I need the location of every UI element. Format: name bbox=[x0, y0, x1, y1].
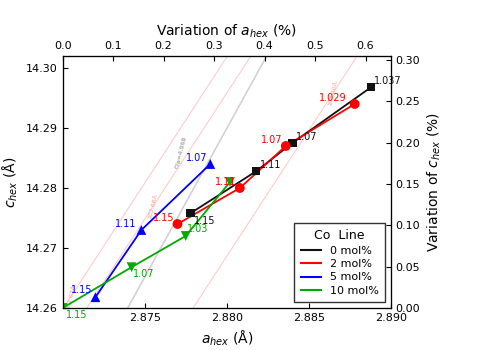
Text: 1.11: 1.11 bbox=[115, 219, 136, 229]
Text: 1.03: 1.03 bbox=[187, 224, 209, 234]
Point bbox=[252, 168, 260, 174]
Point bbox=[236, 185, 244, 191]
X-axis label: Variation of $a_{hex}$ (%): Variation of $a_{hex}$ (%) bbox=[156, 23, 297, 40]
Text: 1.15: 1.15 bbox=[66, 310, 87, 320]
Text: 1.07: 1.07 bbox=[296, 132, 317, 142]
Text: 103.30Å: 103.30Å bbox=[328, 79, 339, 106]
Text: C/a=4.959: C/a=4.959 bbox=[174, 135, 187, 169]
Text: 1.07: 1.07 bbox=[185, 153, 207, 163]
Text: 1.037: 1.037 bbox=[374, 76, 402, 86]
Point bbox=[226, 179, 234, 185]
Text: 1.11: 1.11 bbox=[215, 177, 236, 187]
Text: C/a=4.969: C/a=4.969 bbox=[174, 135, 187, 169]
Point bbox=[128, 264, 136, 270]
Text: 1.029: 1.029 bbox=[319, 93, 347, 103]
Point bbox=[367, 84, 375, 90]
Point bbox=[92, 294, 100, 300]
Point bbox=[59, 305, 67, 311]
Text: C/a=4.948: C/a=4.948 bbox=[174, 135, 187, 169]
Point bbox=[186, 210, 194, 216]
Legend: 0 mol%, 2 mol%, 5 mol%, 10 mol%: 0 mol%, 2 mol%, 5 mol%, 10 mol% bbox=[294, 223, 385, 302]
Point bbox=[289, 140, 297, 146]
Point bbox=[137, 227, 145, 233]
Text: 102.66Å: 102.66Å bbox=[147, 194, 158, 220]
Point bbox=[351, 101, 359, 107]
Y-axis label: Variation of $c_{hex}$ (%): Variation of $c_{hex}$ (%) bbox=[426, 112, 443, 252]
X-axis label: $a_{hex}$ (Å): $a_{hex}$ (Å) bbox=[200, 328, 253, 348]
Point bbox=[206, 161, 214, 167]
Text: 1.15: 1.15 bbox=[194, 216, 215, 226]
Text: 1.11: 1.11 bbox=[260, 160, 281, 170]
Y-axis label: $c_{hex}$ (Å): $c_{hex}$ (Å) bbox=[1, 156, 20, 208]
Text: 1.07: 1.07 bbox=[133, 269, 155, 279]
Text: 1.15: 1.15 bbox=[71, 285, 92, 295]
Point bbox=[282, 143, 290, 149]
Text: 102.03Å: 102.03Å bbox=[65, 284, 76, 310]
Point bbox=[173, 221, 181, 227]
Point bbox=[182, 233, 190, 239]
Text: 1.15: 1.15 bbox=[153, 213, 174, 223]
Text: 1.07: 1.07 bbox=[261, 135, 283, 145]
